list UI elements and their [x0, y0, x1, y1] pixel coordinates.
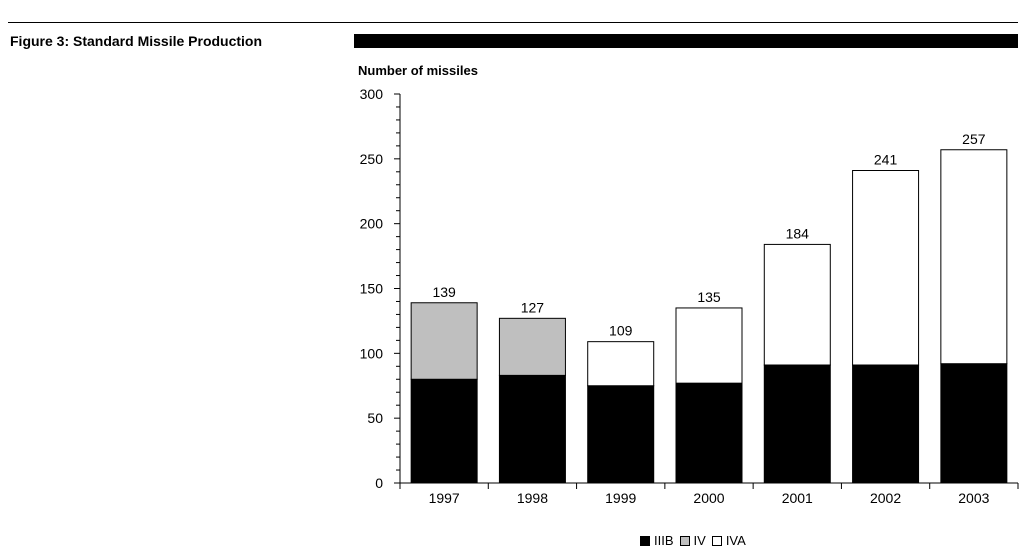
- bar-segment-iv: [410, 302, 478, 380]
- bar-segment-iva: [587, 341, 655, 387]
- legend-item-iva: IVA: [711, 533, 746, 548]
- bar-total-label: 139: [432, 284, 456, 300]
- bar-segment-iiib: [587, 385, 655, 484]
- y-axis-label: Number of missiles: [358, 63, 478, 78]
- y-tick-label: 200: [360, 216, 384, 232]
- x-tick-label: 1999: [605, 490, 636, 506]
- bar-total-label: 135: [697, 289, 721, 305]
- y-tick-label: 150: [360, 281, 384, 297]
- bar-total-label: 241: [874, 152, 898, 168]
- legend-item-iiib: IIIB: [640, 533, 674, 548]
- x-axis: 1997 1998 1999 2000 2001 2002 2003: [399, 482, 1019, 506]
- x-tick-label: 1997: [429, 490, 460, 506]
- x-tick-label: 2001: [782, 490, 813, 506]
- legend-swatch: [711, 535, 722, 546]
- bar-segment-iva: [940, 149, 1008, 365]
- y-tick-label: 50: [367, 410, 383, 426]
- x-tick-label: 2003: [958, 490, 989, 506]
- bar-segment-iiib: [675, 382, 743, 484]
- y-axis: 0 50 100 150 200 250 300: [360, 86, 401, 491]
- legend-item-iv: IV: [679, 533, 706, 548]
- legend-label: IV: [693, 533, 706, 548]
- bar-total-label: 109: [609, 323, 633, 339]
- x-tick-label: 2002: [870, 490, 901, 506]
- bar-segment-iva: [763, 243, 831, 366]
- y-tick-label: 0: [375, 475, 383, 491]
- bar-segment-iv: [498, 317, 566, 376]
- bar-total-label: 127: [521, 299, 545, 315]
- bar-segment-iiib: [852, 364, 920, 484]
- legend-swatch: [640, 535, 650, 546]
- x-tick-label: 2000: [693, 490, 724, 506]
- bar-segment-iiib: [940, 363, 1008, 484]
- bar-total-label: 184: [786, 225, 810, 241]
- x-tick-label: 1998: [517, 490, 548, 506]
- bar-segment-iiib: [498, 374, 566, 484]
- y-tick-label: 100: [360, 345, 384, 361]
- bar-segment-iva: [852, 170, 920, 366]
- bar-segment-iiib: [763, 364, 831, 484]
- y-tick-label: 300: [360, 86, 384, 102]
- bar-segment-iiib: [410, 378, 478, 484]
- header-banner: [354, 34, 1018, 48]
- legend-swatch: [679, 535, 690, 546]
- y-tick-label: 250: [360, 151, 384, 167]
- legend: IIIB IV IVA: [640, 533, 752, 548]
- bar-segment-iva: [675, 307, 743, 384]
- bar-total-label: 257: [962, 131, 986, 147]
- top-rule: [8, 22, 1018, 23]
- bars: 139 127 109 135 184 241 257: [410, 131, 1008, 484]
- legend-label: IVA: [725, 533, 746, 548]
- legend-label: IIIB: [654, 533, 674, 548]
- figure-title: Figure 3: Standard Missile Production: [10, 33, 263, 49]
